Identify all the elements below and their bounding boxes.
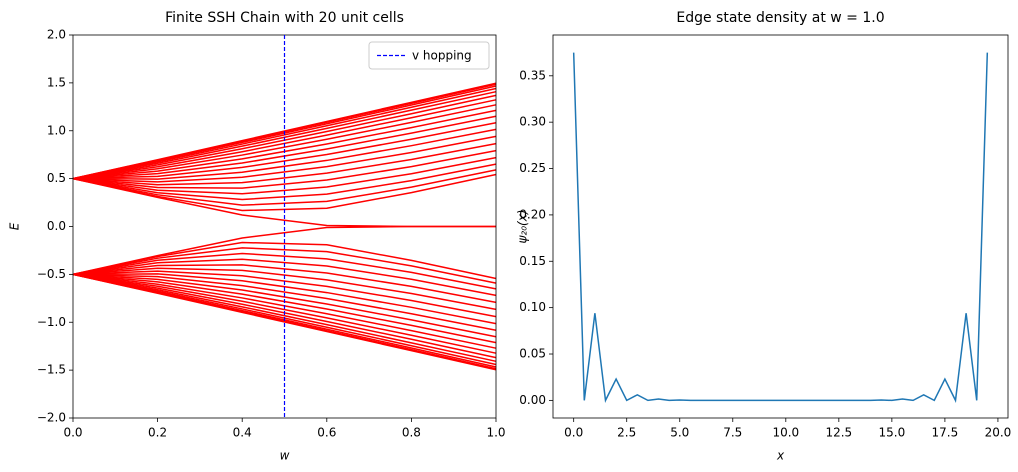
data-line: [72, 252, 497, 290]
y-tick-label: −2.0: [37, 411, 66, 425]
data-line: [72, 163, 497, 201]
chart-title: Finite SSH Chain with 20 unit cells: [165, 10, 404, 26]
x-tick-label: 0.2: [148, 426, 167, 440]
y-tick-label: 1.0: [47, 123, 66, 137]
x-tick-label: 10.0: [772, 426, 799, 440]
axes-frame: [552, 34, 1009, 419]
x-tick-label: 0.6: [317, 426, 336, 440]
x-tick-label: 5.0: [670, 426, 689, 440]
x-tick-label: 15.0: [879, 426, 906, 440]
x-axis-label: x: [776, 449, 785, 463]
data-line: [72, 241, 497, 280]
y-tick-label: −1.5: [37, 363, 66, 377]
y-tick-label: 0.20: [519, 207, 546, 221]
y-tick-label: 0.10: [519, 300, 546, 314]
data-line: [72, 149, 497, 189]
data-line: [72, 273, 497, 332]
data-line: [72, 258, 497, 297]
y-tick-label: 0.25: [519, 161, 546, 175]
data-line: [72, 121, 497, 180]
y-tick-label: 2.0: [47, 28, 66, 42]
data-line: [72, 273, 497, 363]
x-tick-label: 17.5: [932, 426, 959, 440]
legend-box: [368, 41, 490, 70]
y-tick-label: −1.0: [37, 315, 66, 329]
y-tick-label: 0.05: [519, 347, 546, 361]
y-tick-label: 0.35: [519, 68, 546, 82]
data-line: [72, 225, 496, 276]
y-axis-label: ψ₂₀(x): [516, 209, 530, 243]
x-axis-label: w: [280, 449, 290, 463]
y-tick-label: 0.30: [519, 115, 546, 129]
y-tick-label: 0.5: [47, 171, 66, 185]
y-axis-label: E: [8, 222, 22, 230]
x-tick-label: 20.0: [985, 426, 1012, 440]
data-line: [72, 273, 497, 325]
data-line: [72, 264, 497, 304]
x-tick-label: 7.5: [723, 426, 742, 440]
data-line: [72, 273, 497, 371]
data-line: [72, 142, 497, 186]
y-tick-label: 1.5: [47, 75, 66, 89]
x-tick-label: 0.8: [402, 426, 421, 440]
y-tick-label: −0.5: [37, 267, 66, 281]
data-line: [72, 273, 497, 354]
x-tick-label: 12.5: [825, 426, 852, 440]
data-line: [72, 247, 497, 284]
data-line: [72, 135, 497, 183]
data-line: [72, 104, 497, 180]
y-tick-label: 0.00: [519, 393, 546, 407]
x-tick-label: 2.5: [617, 426, 636, 440]
data-line: [72, 156, 497, 195]
x-tick-label: 0.0: [63, 426, 82, 440]
legend-label: v hopping: [412, 49, 472, 63]
x-tick-label: 0.0: [564, 426, 583, 440]
x-tick-label: 0.4: [233, 426, 252, 440]
data-line: [72, 128, 497, 180]
x-tick-label: 1.0: [486, 426, 505, 440]
data-line: [572, 52, 989, 403]
chart-title: Edge state density at w = 1.0: [676, 10, 884, 26]
y-tick-label: 0.0: [47, 219, 66, 233]
y-tick-label: 0.15: [519, 254, 546, 268]
